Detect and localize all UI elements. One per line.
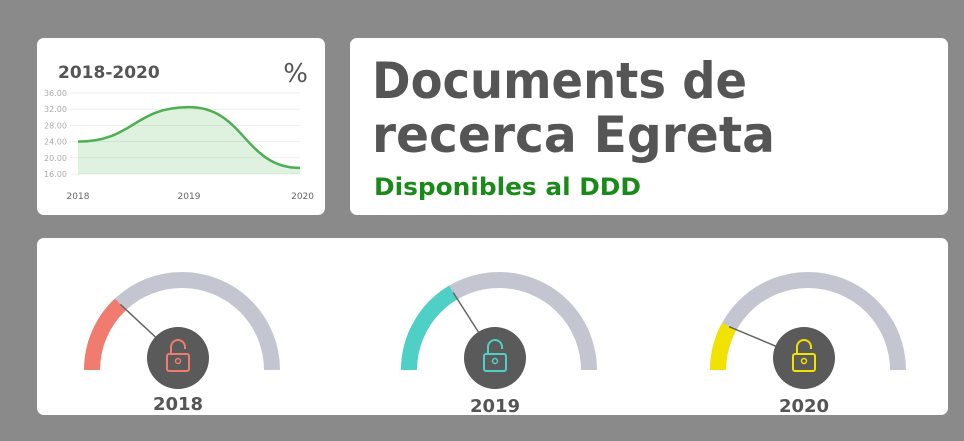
line	[77, 105, 301, 170]
y-tick-label: 24.00	[44, 138, 67, 147]
y-tick-label: 28.00	[44, 121, 67, 130]
gauge-card	[37, 238, 948, 415]
lock-shackle	[170, 339, 186, 354]
gauge-label: 2020	[779, 396, 829, 417]
chart-card	[37, 38, 325, 215]
gauge-value	[710, 322, 737, 371]
title-line: recerca Egreta	[372, 106, 775, 164]
gauge-value	[401, 285, 458, 371]
gauge-label: 2018	[153, 394, 203, 415]
lock-body	[483, 353, 507, 372]
y-tick-label: 32.00	[44, 105, 67, 114]
y-tick-label: 20.00	[44, 154, 67, 163]
lock-body	[166, 353, 190, 372]
lock-hole	[174, 357, 182, 365]
gauge-value	[84, 298, 127, 371]
lock-shackle	[487, 339, 503, 354]
lock-body	[792, 353, 816, 372]
y-tick-label: 36.00	[44, 89, 67, 98]
x-tick-label: 2019	[178, 192, 201, 202]
subtitle: Disponibles al DDD	[374, 173, 641, 201]
area	[78, 107, 300, 174]
x-tick-label: 2020	[291, 192, 314, 202]
x-tick-label: 2018	[67, 192, 90, 202]
lock-shackle	[796, 339, 812, 354]
lock-hole	[800, 357, 808, 365]
title-line: Documents de	[372, 52, 747, 110]
lock-hole	[491, 357, 499, 365]
title-card	[350, 38, 948, 215]
chart-title: 2018-2020	[58, 63, 160, 83]
y-tick-label: 16.00	[44, 170, 67, 179]
gauge-label: 2019	[470, 396, 520, 417]
unit-label: %	[283, 59, 308, 89]
